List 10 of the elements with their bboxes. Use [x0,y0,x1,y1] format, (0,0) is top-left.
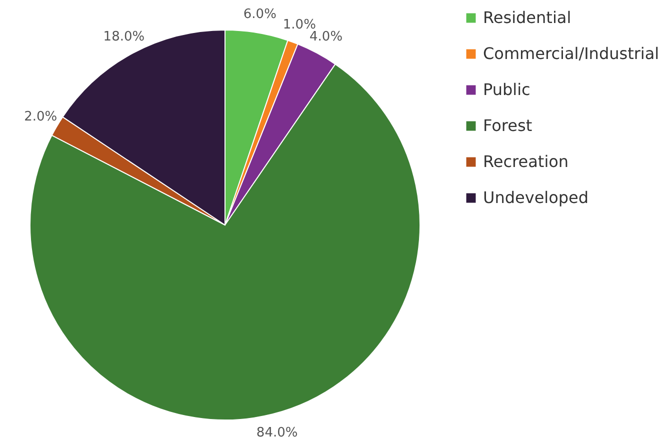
legend-label: Commercial/Industrial [483,44,660,63]
data-label: 2.0% [24,109,58,124]
data-label: 84.0% [256,426,298,441]
data-label: 6.0% [243,6,276,22]
legend-label: Undeveloped [483,188,589,207]
legend-label: Public [483,80,530,99]
legend-label: Forest [483,116,532,135]
data-label: 18.0% [103,29,145,44]
legend-label: Recreation [483,152,569,171]
legend-label: Residential [483,8,572,27]
